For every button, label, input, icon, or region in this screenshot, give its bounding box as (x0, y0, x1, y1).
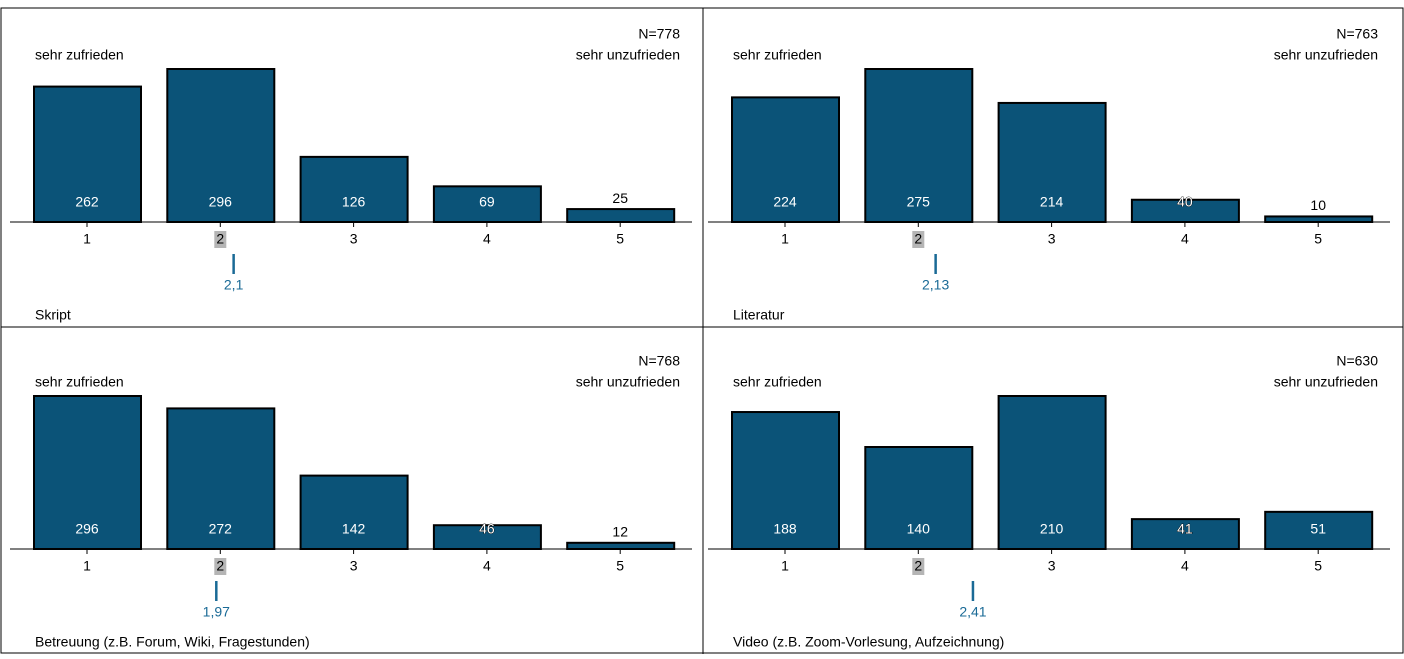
panel-title: Betreuung (z.B. Forum, Wiki, Fragestunde… (35, 634, 310, 650)
bar (731, 96, 840, 223)
value-label: 126 (342, 194, 366, 210)
x-tick-label: 4 (1181, 558, 1189, 574)
n-label: N=778 (638, 26, 680, 42)
x-tick-label: 5 (1314, 231, 1322, 247)
value-label: 214 (1040, 194, 1064, 210)
panel-title: Skript (35, 307, 71, 323)
value-label: 142 (342, 521, 366, 537)
bar (299, 155, 409, 224)
scale-right-label: sehr unzufrieden (1274, 47, 1378, 63)
mean-label: 1,97 (203, 604, 230, 620)
bar (1130, 518, 1240, 551)
value-label: 12 (612, 524, 628, 540)
x-tick-label: 2 (216, 231, 224, 247)
mean-label: 2,13 (922, 277, 949, 293)
bar (33, 395, 142, 550)
scale-left-label: sehr zufrieden (35, 374, 124, 390)
value-label: 188 (773, 521, 797, 537)
x-tick-label: 1 (83, 558, 91, 574)
bar (299, 474, 409, 550)
bar (1264, 510, 1374, 551)
mean-label: 2,41 (959, 604, 986, 620)
n-label: N=763 (1336, 26, 1378, 42)
highlight-box (912, 558, 925, 575)
x-tick-label: 2 (914, 231, 922, 247)
panel-title: Literatur (733, 307, 785, 323)
bar (166, 407, 276, 550)
value-label: 46 (479, 521, 495, 537)
value-label: 262 (75, 194, 99, 210)
x-tick-label: 3 (350, 558, 358, 574)
bar (1264, 215, 1374, 224)
value-label: 40 (1177, 194, 1193, 210)
bar (33, 85, 142, 223)
scale-right-label: sehr unzufrieden (576, 374, 680, 390)
value-label: 25 (612, 190, 628, 206)
value-label: 272 (209, 521, 233, 537)
value-label: 69 (479, 194, 495, 210)
frame (0, 7, 1404, 654)
bar (997, 395, 1107, 550)
x-tick-label: 5 (1314, 558, 1322, 574)
x-tick-label: 5 (616, 231, 624, 247)
bar (566, 208, 676, 223)
value-label: 275 (907, 194, 931, 210)
bar (432, 185, 542, 223)
x-tick-label: 3 (1048, 231, 1056, 247)
scale-left-label: sehr zufrieden (733, 374, 822, 390)
bar (864, 446, 974, 550)
value-label: 224 (773, 194, 797, 210)
value-label: 296 (209, 194, 233, 210)
highlight-box (912, 231, 925, 248)
value-label: 10 (1310, 197, 1326, 213)
mean-label: 2,1 (224, 277, 244, 293)
x-tick-label: 1 (781, 231, 789, 247)
n-label: N=768 (638, 353, 680, 369)
x-tick-label: 4 (483, 558, 491, 574)
x-tick-label: 1 (781, 558, 789, 574)
scale-left-label: sehr zufrieden (733, 47, 822, 63)
panel-title: Video (z.B. Zoom-Vorlesung, Aufzeichnung… (733, 634, 1004, 650)
highlight-box (214, 231, 227, 248)
value-label: 296 (75, 521, 99, 537)
value-label: 51 (1310, 521, 1326, 537)
bar (166, 68, 276, 223)
value-label: 140 (907, 521, 931, 537)
highlight-box (214, 558, 227, 575)
x-tick-label: 1 (83, 231, 91, 247)
x-tick-label: 4 (1181, 231, 1189, 247)
scale-left-label: sehr zufrieden (35, 47, 124, 63)
scale-right-label: sehr unzufrieden (1274, 374, 1378, 390)
x-tick-label: 3 (1048, 558, 1056, 574)
x-tick-label: 4 (483, 231, 491, 247)
value-label: 41 (1177, 521, 1193, 537)
x-tick-label: 2 (216, 558, 224, 574)
bar (731, 411, 840, 550)
x-tick-label: 2 (914, 558, 922, 574)
x-tick-label: 5 (616, 558, 624, 574)
x-tick-label: 3 (350, 231, 358, 247)
scale-right-label: sehr unzufrieden (576, 47, 680, 63)
n-label: N=630 (1336, 353, 1378, 369)
value-label: 210 (1040, 521, 1064, 537)
bar (566, 541, 676, 551)
